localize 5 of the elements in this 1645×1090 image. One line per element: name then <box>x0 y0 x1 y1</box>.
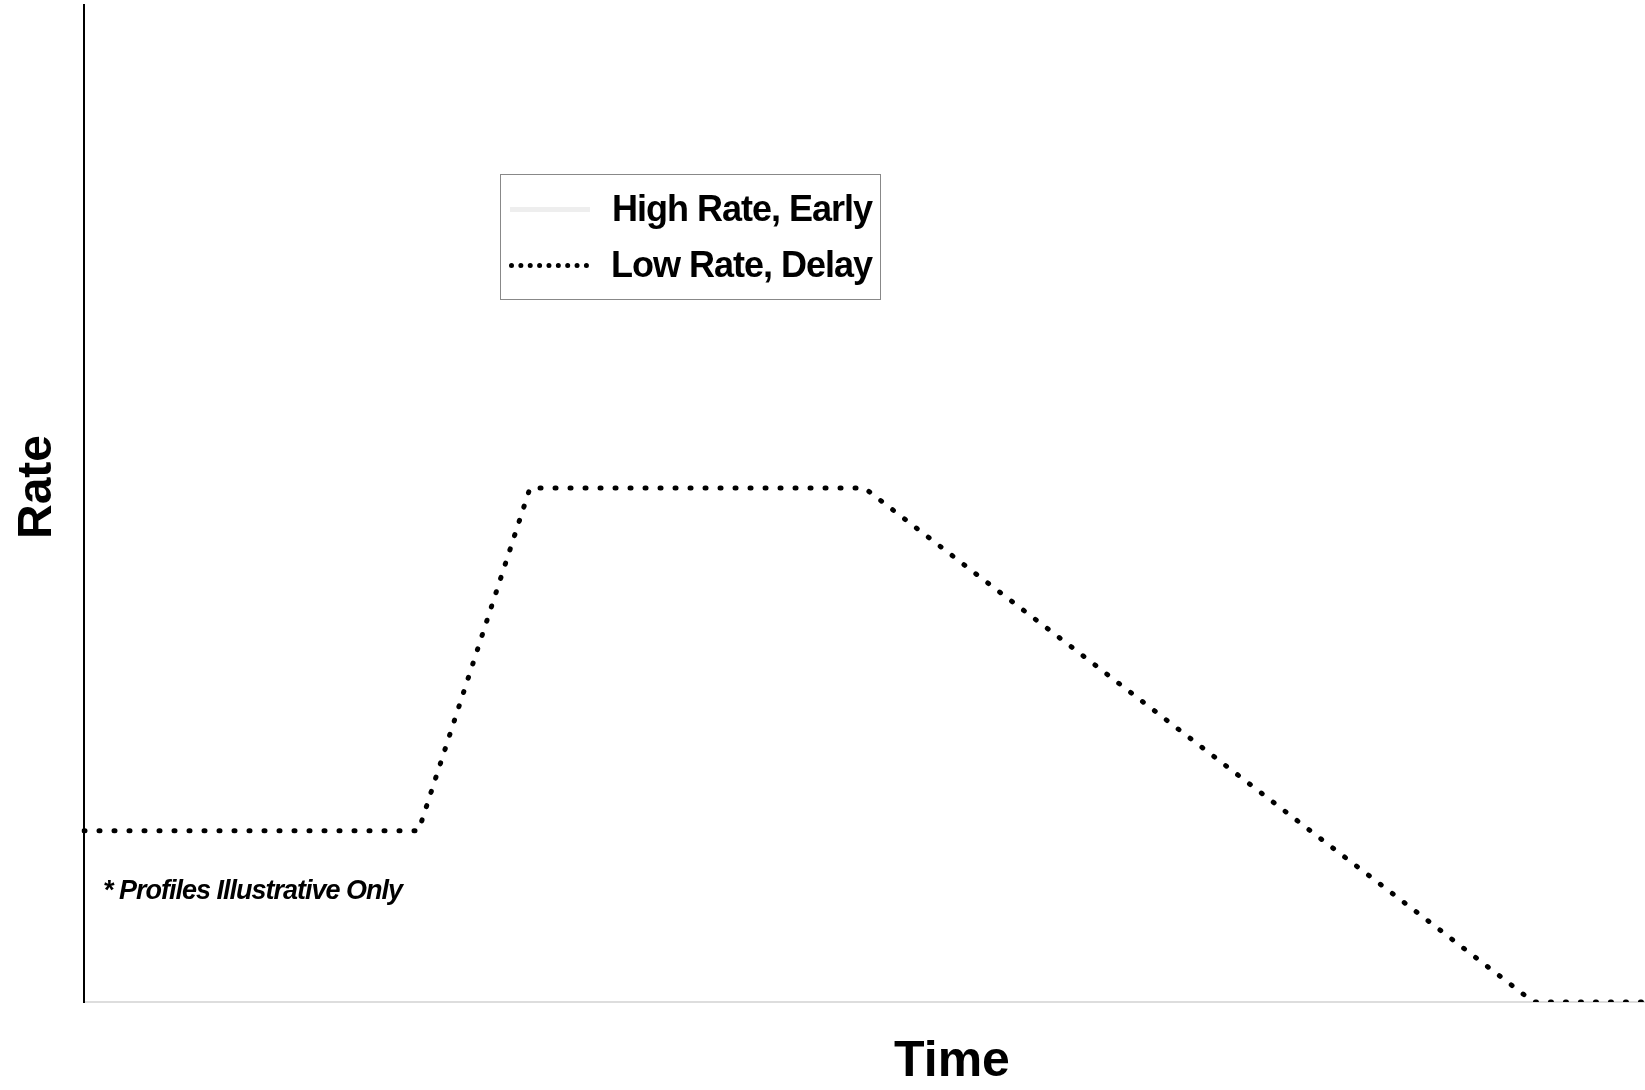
y-axis-title: Rate <box>6 434 62 540</box>
x-axis-title: Time <box>894 1030 1010 1088</box>
legend-label: High Rate, Early <box>612 188 873 230</box>
legend-label: Low Rate, Delay <box>611 244 873 286</box>
annotation: * Profiles Illustrative Only <box>103 875 403 906</box>
